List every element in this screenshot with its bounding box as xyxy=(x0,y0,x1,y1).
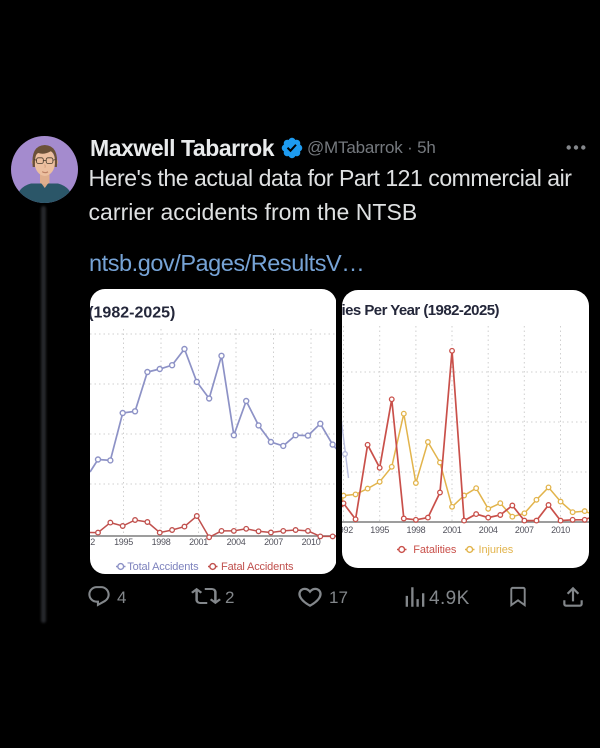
svg-text:1992: 1992 xyxy=(342,525,353,535)
svg-text:2004: 2004 xyxy=(479,525,498,535)
svg-text:2010: 2010 xyxy=(301,537,320,547)
svg-text:1992: 1992 xyxy=(90,537,95,547)
svg-text:ies Per Year (1982-2025): ies Per Year (1982-2025) xyxy=(342,302,500,319)
svg-text:2007: 2007 xyxy=(264,537,283,547)
svg-text:2010: 2010 xyxy=(551,525,570,535)
svg-text:(1982-2025): (1982-2025) xyxy=(90,305,175,322)
svg-text:Fatalities: Fatalities xyxy=(413,544,457,556)
svg-text:Injuries: Injuries xyxy=(479,544,514,556)
svg-text:Total Accidents: Total Accidents xyxy=(127,561,199,573)
svg-text:2001: 2001 xyxy=(443,525,462,535)
svg-text:1995: 1995 xyxy=(114,537,133,547)
svg-text:1998: 1998 xyxy=(406,525,425,535)
svg-text:2004: 2004 xyxy=(226,537,245,547)
svg-text:1995: 1995 xyxy=(370,525,389,535)
svg-text:Fatal Accidents: Fatal Accidents xyxy=(221,561,294,573)
svg-text:2001: 2001 xyxy=(189,537,208,547)
svg-text:2007: 2007 xyxy=(515,525,534,535)
svg-text:1998: 1998 xyxy=(151,537,170,547)
